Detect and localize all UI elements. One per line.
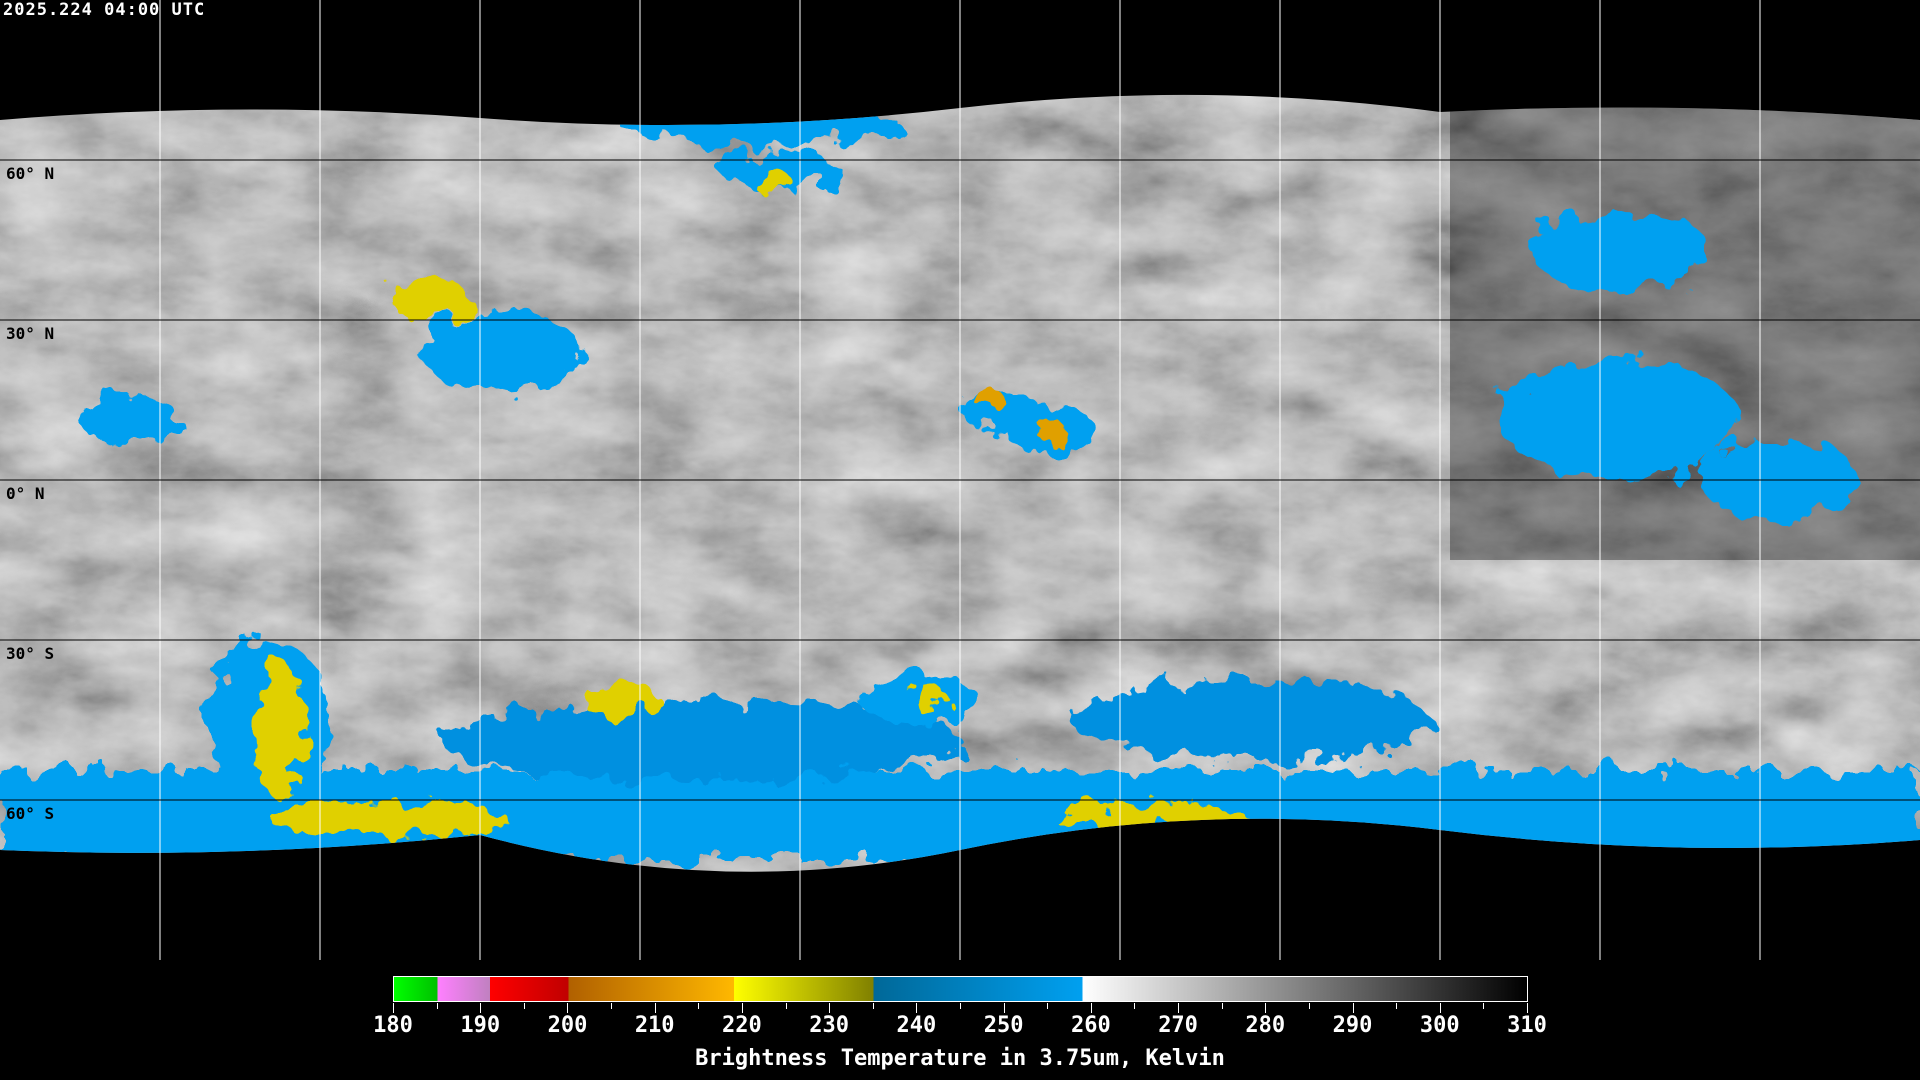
colorbar-tick	[1352, 1003, 1354, 1013]
timestamp: 2025.224 04:00 UTC	[3, 0, 206, 20]
colorbar-tick-label: 290	[1332, 1013, 1373, 1038]
colorbar-tick	[1483, 1003, 1485, 1009]
colorbar-tick	[1134, 1003, 1136, 1009]
colorbar-tick	[523, 1003, 525, 1009]
colorbar-tick	[1308, 1003, 1310, 1009]
colorbar-tick-label: 180	[373, 1013, 413, 1038]
colorbar-tick	[1003, 1003, 1005, 1013]
colorbar-tick-label: 310	[1507, 1013, 1547, 1038]
graticule	[159, 0, 1761, 960]
colorbar-tick-label: 190	[460, 1013, 501, 1038]
colorbar-title: Brightness Temperature in 3.75um, Kelvin	[695, 1046, 1225, 1071]
colorbar-tick	[1396, 1003, 1398, 1009]
colorbar-tick	[1090, 1003, 1092, 1013]
satellite-map	[0, 0, 1920, 960]
colorbar	[393, 976, 1528, 1002]
colorbar-tick-label: 220	[722, 1013, 762, 1038]
lat-label-0n: 0° N	[6, 484, 45, 503]
colorbar-tick-label: 210	[634, 1013, 675, 1038]
colorbar-tick-label: 200	[547, 1013, 588, 1038]
colorbar-tick	[1527, 1003, 1528, 1013]
lat-label-60s: 60° S	[6, 804, 55, 823]
lat-label-60n: 60° N	[6, 164, 55, 183]
colorbar-tick-label: 270	[1158, 1013, 1198, 1038]
colorbar-tick	[1221, 1003, 1223, 1009]
colorbar-tick	[1439, 1003, 1441, 1013]
colorbar-tick	[872, 1003, 874, 1009]
colorbar-tick	[785, 1003, 787, 1009]
lat-label-30n: 30° N	[6, 324, 55, 343]
colorbar-tick	[393, 1003, 394, 1013]
colorbar-tick	[567, 1003, 569, 1013]
colorbar-tick	[916, 1003, 918, 1013]
colorbar-tick	[480, 1003, 482, 1013]
colorbar-tick	[1178, 1003, 1180, 1013]
colorbar-tick-label: 230	[809, 1013, 850, 1038]
colorbar-tick-label: 260	[1070, 1013, 1111, 1038]
colorbar-tick	[1265, 1003, 1267, 1013]
colorbar-tick	[698, 1003, 700, 1009]
colorbar-tick	[1047, 1003, 1049, 1009]
colorbar-tick	[654, 1003, 656, 1013]
colorbar-tick	[829, 1003, 831, 1013]
colorbar-tick	[960, 1003, 961, 1009]
colorbar-tick-label: 240	[896, 1013, 937, 1038]
colorbar-tick-label: 280	[1245, 1013, 1286, 1038]
colorbar-tick	[741, 1003, 743, 1013]
lat-label-30s: 30° S	[6, 644, 55, 663]
colorbar-tick	[611, 1003, 613, 1009]
colorbar-tick-label: 250	[983, 1013, 1024, 1038]
colorbar-tick-label: 300	[1419, 1013, 1460, 1038]
colorbar-tick	[436, 1003, 438, 1009]
